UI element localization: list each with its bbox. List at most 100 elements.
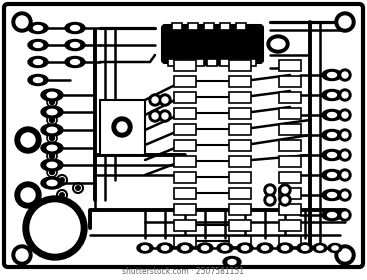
Ellipse shape [327,213,337,218]
Ellipse shape [47,92,57,98]
Circle shape [267,187,273,193]
Circle shape [159,110,171,122]
Circle shape [339,169,351,181]
Circle shape [15,127,41,153]
Circle shape [23,196,87,260]
Circle shape [335,245,355,265]
Bar [236,22,246,29]
Circle shape [267,197,273,203]
Bar [229,139,251,151]
Bar [279,123,301,134]
Ellipse shape [327,172,337,178]
Circle shape [342,152,348,158]
Bar [279,235,301,246]
Ellipse shape [237,243,253,253]
Circle shape [21,133,35,147]
Bar [174,139,196,151]
Ellipse shape [33,78,43,83]
Circle shape [342,192,348,198]
Ellipse shape [221,246,229,250]
Circle shape [339,149,351,161]
Circle shape [342,132,348,138]
Ellipse shape [322,190,342,200]
Ellipse shape [70,25,80,31]
Ellipse shape [70,43,80,48]
Circle shape [264,184,276,196]
Ellipse shape [281,246,288,250]
Bar [174,204,196,214]
Bar [233,59,243,66]
Bar [207,59,217,66]
Ellipse shape [137,243,153,253]
Bar [229,188,251,199]
Circle shape [50,136,55,141]
Bar [246,59,256,66]
Circle shape [152,97,158,103]
Ellipse shape [157,243,173,253]
Bar [204,22,214,29]
Bar [279,108,301,118]
Bar [174,188,196,199]
Circle shape [15,182,41,208]
Ellipse shape [322,209,342,221]
Circle shape [339,129,351,141]
Ellipse shape [322,130,342,141]
Circle shape [342,212,348,218]
Ellipse shape [33,43,43,48]
Ellipse shape [41,177,63,189]
Circle shape [112,117,132,137]
Ellipse shape [181,246,189,250]
Circle shape [336,13,354,31]
Bar [279,188,301,199]
Bar [229,60,251,71]
Bar [174,155,196,167]
Bar [100,100,145,155]
Circle shape [30,203,80,253]
Ellipse shape [41,89,63,101]
Bar [174,171,196,183]
Ellipse shape [223,256,241,267]
Bar [174,108,196,118]
Circle shape [264,194,276,206]
FancyBboxPatch shape [162,25,263,63]
Bar [229,92,251,102]
Circle shape [16,16,28,28]
Circle shape [282,197,288,203]
Ellipse shape [322,169,342,181]
Ellipse shape [257,243,273,253]
Ellipse shape [322,69,342,81]
Bar [279,171,301,183]
Circle shape [340,17,350,27]
Ellipse shape [261,246,269,250]
Circle shape [21,188,35,202]
Ellipse shape [28,39,48,50]
Circle shape [162,113,168,119]
Circle shape [50,169,55,174]
Circle shape [152,113,158,119]
Bar [279,204,301,214]
Circle shape [339,209,351,221]
Ellipse shape [28,57,48,67]
Circle shape [60,178,64,182]
Bar [229,76,251,87]
Ellipse shape [327,193,337,197]
Ellipse shape [313,244,327,253]
Circle shape [339,109,351,121]
Circle shape [117,122,127,132]
Ellipse shape [301,246,309,250]
Ellipse shape [302,246,308,250]
Ellipse shape [41,124,63,136]
Circle shape [342,72,348,78]
Circle shape [162,97,168,103]
Bar [279,92,301,102]
FancyBboxPatch shape [4,4,363,267]
Bar [174,235,196,246]
Circle shape [342,92,348,98]
Ellipse shape [28,22,48,34]
Circle shape [50,99,55,104]
Circle shape [149,110,161,122]
Circle shape [282,187,288,193]
Ellipse shape [41,142,63,154]
Bar [174,92,196,102]
Bar [220,22,230,29]
